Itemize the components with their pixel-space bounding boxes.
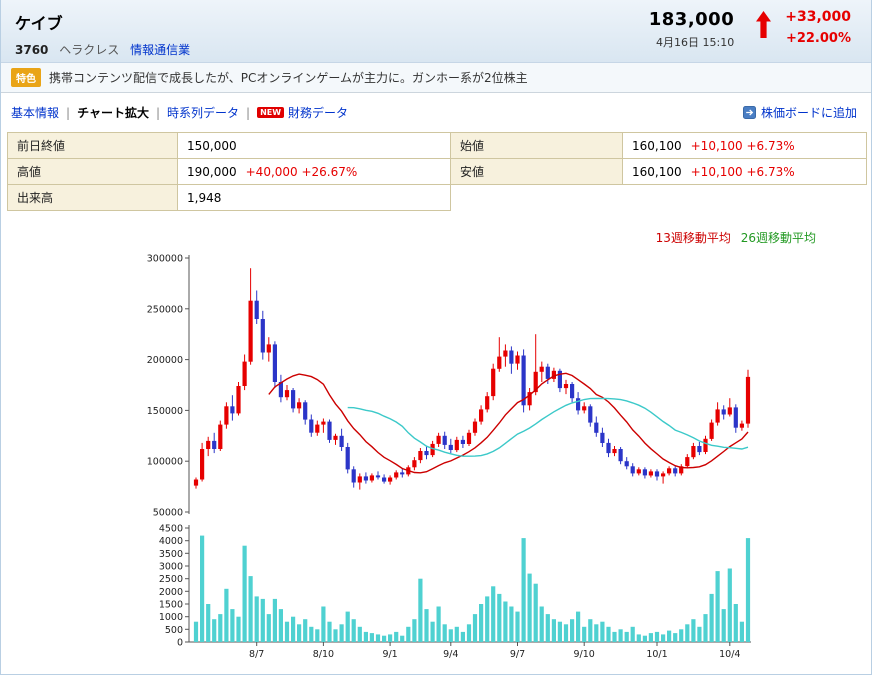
prev-close-label: 前日終値 <box>7 132 178 159</box>
svg-text:9/10: 9/10 <box>574 649 595 660</box>
low-number: 160,100 <box>632 164 682 179</box>
svg-text:10/4: 10/4 <box>719 649 740 660</box>
svg-text:9/4: 9/4 <box>443 649 458 660</box>
stock-chart: 300000 250000 200000 150000 100000 50000 4500 4… <box>6 250 871 670</box>
empty-cell <box>450 184 867 211</box>
feature-row: 特色 携帯コンテンツ配信で成長したが、PCオンラインゲームが主力に。ガンホー系が… <box>1 63 871 93</box>
new-icon: NEW <box>257 107 285 118</box>
chart-section: 13週移動平均 26週移動平均 300000 250000 200000 150000… <box>1 211 871 674</box>
company-name: ケイブ <box>15 14 63 33</box>
svg-text:1500: 1500 <box>159 600 183 611</box>
feature-badge: 特色 <box>11 68 41 87</box>
svg-text:8/10: 8/10 <box>313 649 334 660</box>
prev-close-number: 150,000 <box>187 138 237 153</box>
tab-separator <box>66 106 70 120</box>
prev-close-value: 150,000 <box>177 132 451 159</box>
quote-header: ケイブ 3760 ヘラクレス 情報通信業 183,000 4月16日 15:10… <box>1 0 871 63</box>
industry-link[interactable]: 情報通信業 <box>130 43 191 57</box>
price-change-percent: +22.00% <box>785 31 851 46</box>
high-number: 190,000 <box>187 164 237 179</box>
chart-legend: 13週移動平均 26週移動平均 <box>1 229 871 246</box>
add-to-board-button[interactable]: 株価ボードに追加 <box>742 104 857 121</box>
tab-chart-expand[interactable]: チャート拡大 <box>77 106 149 120</box>
tab-separator <box>246 106 250 120</box>
market-name: ヘラクレス <box>59 43 120 57</box>
table-row: 出来高 1,948 <box>7 184 867 211</box>
tab-separator <box>156 106 160 120</box>
svg-text:3000: 3000 <box>159 562 183 573</box>
open-change: +10,100 +6.73% <box>690 138 795 153</box>
stock-code: 3760 <box>15 43 49 57</box>
add-to-board-icon <box>742 106 756 119</box>
svg-text:50000: 50000 <box>153 508 183 519</box>
tab-basic-info[interactable]: 基本情報 <box>11 106 60 120</box>
svg-text:8/7: 8/7 <box>249 649 264 660</box>
feature-text: 携帯コンテンツ配信で成長したが、PCオンラインゲームが主力に。ガンホー系が2位株… <box>49 71 528 85</box>
high-value: 190,000 +40,000 +26.67% <box>177 158 451 185</box>
svg-text:3500: 3500 <box>159 549 183 560</box>
high-change: +40,000 +26.67% <box>245 164 358 179</box>
high-label: 高値 <box>7 158 178 185</box>
quote-datetime: 4月16日 15:10 <box>656 36 735 49</box>
svg-text:9/1: 9/1 <box>382 649 397 660</box>
company-subline: 3760 ヘラクレス 情報通信業 <box>15 41 190 58</box>
svg-text:2500: 2500 <box>159 574 183 585</box>
svg-text:500: 500 <box>165 625 183 636</box>
tabs-row: 基本情報 チャート拡大 時系列データ NEW 財務データ 株価ボードに追加 <box>1 93 871 130</box>
company-block: ケイブ 3760 ヘラクレス 情報通信業 <box>1 0 190 62</box>
low-label: 安値 <box>450 158 623 185</box>
tab-financial-data[interactable]: 財務データ <box>288 106 349 120</box>
quote-table: 前日終値 150,000 始値 160,100 +10,100 +6.73% 高値… <box>7 132 867 211</box>
add-to-board-label: 株価ボードに追加 <box>760 106 857 120</box>
open-value: 160,100 +10,100 +6.73% <box>622 132 867 159</box>
open-label: 始値 <box>450 132 623 159</box>
svg-text:0: 0 <box>177 638 183 649</box>
svg-text:200000: 200000 <box>147 355 183 366</box>
price-block: 183,000 4月16日 15:10 +33,000 +22.00% <box>649 0 871 62</box>
svg-text:250000: 250000 <box>147 304 183 315</box>
volume-label: 出来高 <box>7 184 178 211</box>
change-column: +33,000 +22.00% <box>785 9 851 46</box>
price-column: 183,000 4月16日 15:10 <box>649 9 734 50</box>
svg-text:4000: 4000 <box>159 536 183 547</box>
svg-text:1000: 1000 <box>159 612 183 623</box>
price-up-arrow-icon <box>756 11 772 42</box>
price-change: +33,000 <box>785 9 851 25</box>
volume-number: 1,948 <box>187 190 222 205</box>
svg-text:2000: 2000 <box>159 587 183 598</box>
open-number: 160,100 <box>632 138 682 153</box>
table-row: 高値 190,000 +40,000 +26.67% 安値 160,100 +10,… <box>7 158 867 185</box>
svg-text:100000: 100000 <box>147 457 183 468</box>
current-price: 183,000 <box>648 9 735 30</box>
low-value: 160,100 +10,100 +6.73% <box>622 158 867 185</box>
legend-ma13: 13週移動平均 <box>655 231 731 245</box>
low-change: +10,100 +6.73% <box>690 164 795 179</box>
tab-time-series[interactable]: 時系列データ <box>167 106 240 120</box>
svg-text:10/1: 10/1 <box>646 649 667 660</box>
svg-text:4500: 4500 <box>159 524 183 535</box>
volume-value: 1,948 <box>177 184 451 211</box>
svg-text:9/7: 9/7 <box>510 649 525 660</box>
table-row: 前日終値 150,000 始値 160,100 +10,100 +6.73% <box>7 132 867 159</box>
svg-text:150000: 150000 <box>147 406 183 417</box>
svg-text:300000: 300000 <box>147 254 183 265</box>
legend-ma26: 26週移動平均 <box>740 231 816 245</box>
